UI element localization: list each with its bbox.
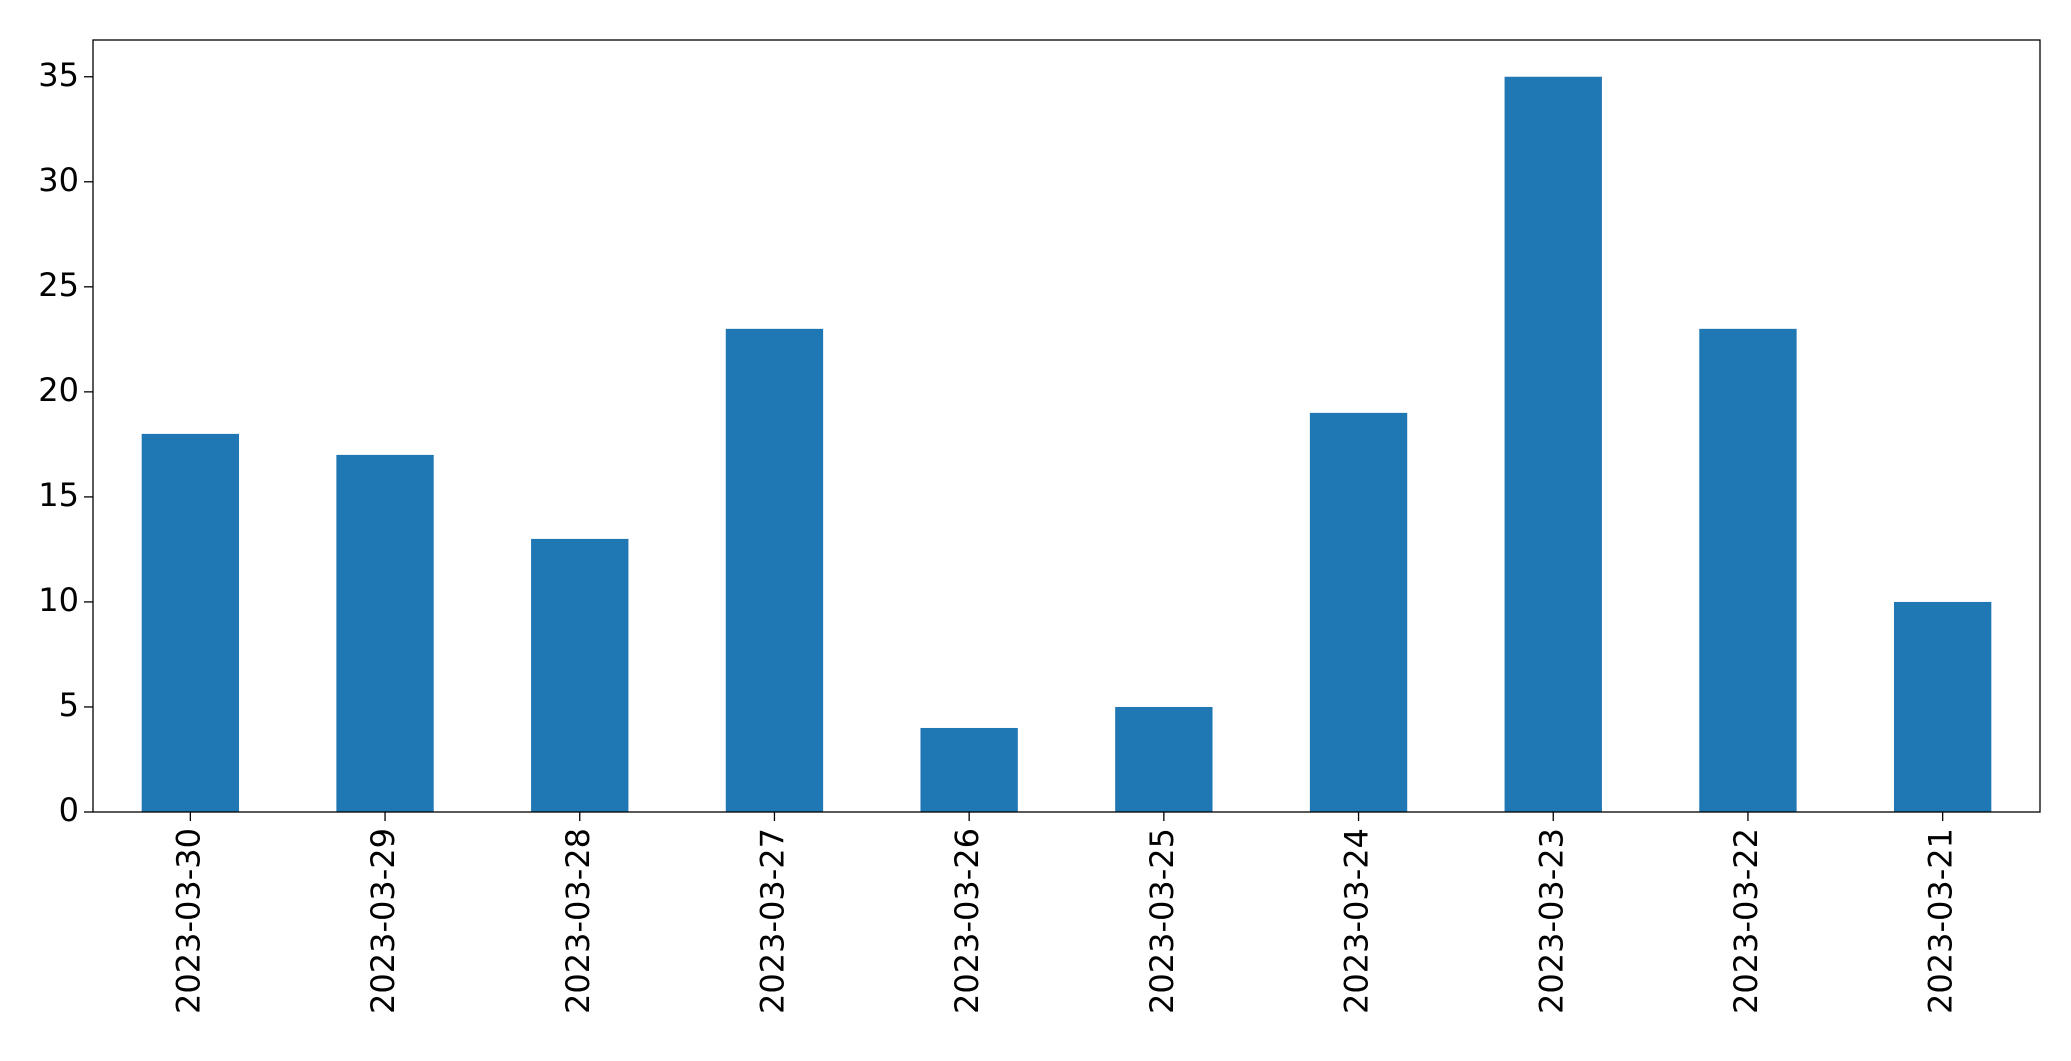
y-tick-label: 30 xyxy=(38,161,79,199)
x-tick-label: 2023-03-26 xyxy=(948,828,986,1014)
bar xyxy=(1504,76,1602,812)
y-tick-label: 20 xyxy=(38,371,79,409)
bar xyxy=(531,538,629,812)
y-tick-label: 25 xyxy=(38,266,79,304)
y-tick-label: 0 xyxy=(59,791,79,829)
x-tick-label: 2023-03-25 xyxy=(1143,828,1181,1014)
y-tick-label: 10 xyxy=(38,581,79,619)
y-tick-label: 5 xyxy=(59,686,79,724)
bar xyxy=(725,328,824,812)
x-tick-label: 2023-03-29 xyxy=(364,828,402,1014)
y-tick-label: 15 xyxy=(38,476,79,514)
x-tick-label: 2023-03-30 xyxy=(169,828,207,1014)
bar xyxy=(1309,412,1408,812)
bar xyxy=(920,727,1018,812)
bar xyxy=(141,433,240,812)
plot-frame xyxy=(92,39,2041,813)
bar xyxy=(1115,706,1213,812)
x-tick-label: 2023-03-21 xyxy=(1922,828,1960,1014)
bar xyxy=(336,454,434,812)
bar xyxy=(1893,601,1992,812)
x-tick-label: 2023-03-24 xyxy=(1338,828,1376,1014)
bar xyxy=(1699,328,1797,812)
x-tick-label: 2023-03-22 xyxy=(1727,828,1765,1014)
x-tick-label: 2023-03-28 xyxy=(559,828,597,1014)
x-tick-label: 2023-03-23 xyxy=(1532,828,1570,1014)
x-tick-label: 2023-03-27 xyxy=(753,828,791,1014)
y-tick-label: 35 xyxy=(38,56,79,94)
